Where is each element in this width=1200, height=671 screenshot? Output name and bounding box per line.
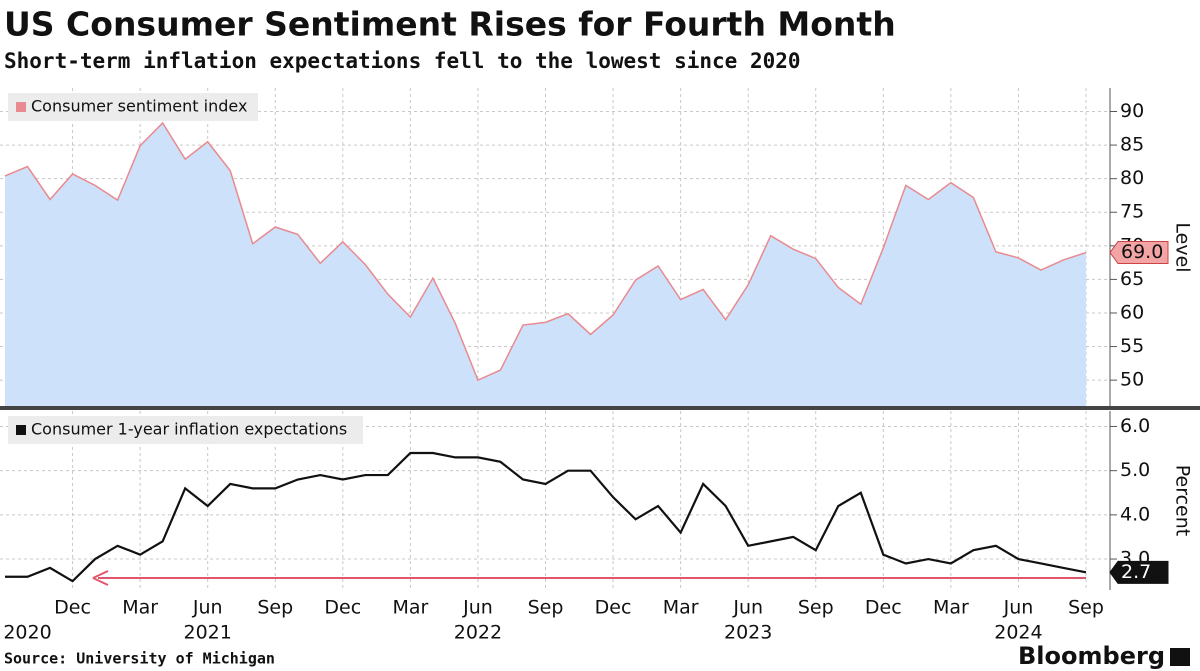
area [5,122,1086,407]
y-axis-label: Level [1172,222,1194,272]
line [5,451,1087,583]
chart-subtitle: Short-term inflation expectations fell t… [4,49,801,73]
y-tick-label: 75 [1120,201,1144,223]
x-tick-label: Jun [192,597,223,619]
x-tick-label: Sep [798,597,834,619]
x-tick-label: Dec [865,597,902,619]
legend-label: Consumer sentiment index [31,97,247,116]
y-tick-label: 55 [1120,335,1144,357]
value-tag [1109,241,1169,265]
brand: Bloomberg [1018,642,1165,670]
panel-divider [0,406,1200,410]
x-year-label: 2020 [3,622,51,644]
x-year-label: 2022 [454,622,502,644]
y-tick-label: 50 [1120,369,1144,391]
x-year-label: 2021 [184,622,232,644]
chart-title: US Consumer Sentiment Rises for Fourth M… [4,5,896,44]
y-tick-label: 90 [1120,100,1144,122]
y-tick-label: 6.0 [1120,415,1150,437]
value-label: 69.0 [1121,241,1163,263]
legend-label: Consumer 1-year inflation expectations [31,420,347,439]
x-tick-label: Sep [528,597,564,619]
source: Source: University of Michigan [4,650,275,668]
legend-swatch [16,425,26,435]
x-tick-label: Jun [462,597,493,619]
x-year-label: 2024 [994,622,1042,644]
x-tick-label: Sep [1068,597,1104,619]
legend-box [8,93,258,121]
legend-swatch [16,102,26,112]
y-tick-label: 60 [1120,301,1144,323]
brand-icon [1170,648,1190,666]
x-tick-label: Mar [933,597,969,619]
legend-box [8,416,363,444]
x-tick-label: Dec [324,597,361,619]
x-tick-label: Sep [257,597,293,619]
y-tick-label: 5.0 [1120,459,1150,481]
value-label: 2.7 [1121,561,1151,583]
x-tick-label: Jun [1003,597,1034,619]
x-year-label: 2023 [724,622,772,644]
y-tick-label: 4.0 [1120,503,1150,525]
y-tick-label: 65 [1120,268,1144,290]
x-tick-label: Mar [663,597,699,619]
value-tag [1109,560,1169,584]
y-tick-label: 80 [1120,167,1144,189]
x-tick-label: Dec [595,597,632,619]
x-tick-label: Jun [732,597,763,619]
y-axis-label: Percent [1172,465,1194,537]
x-tick-label: Mar [392,597,428,619]
y-tick-label: 85 [1120,134,1144,156]
x-tick-label: Mar [122,597,158,619]
line [4,121,1087,382]
x-tick-label: Dec [54,597,91,619]
arrow-head [92,570,109,586]
